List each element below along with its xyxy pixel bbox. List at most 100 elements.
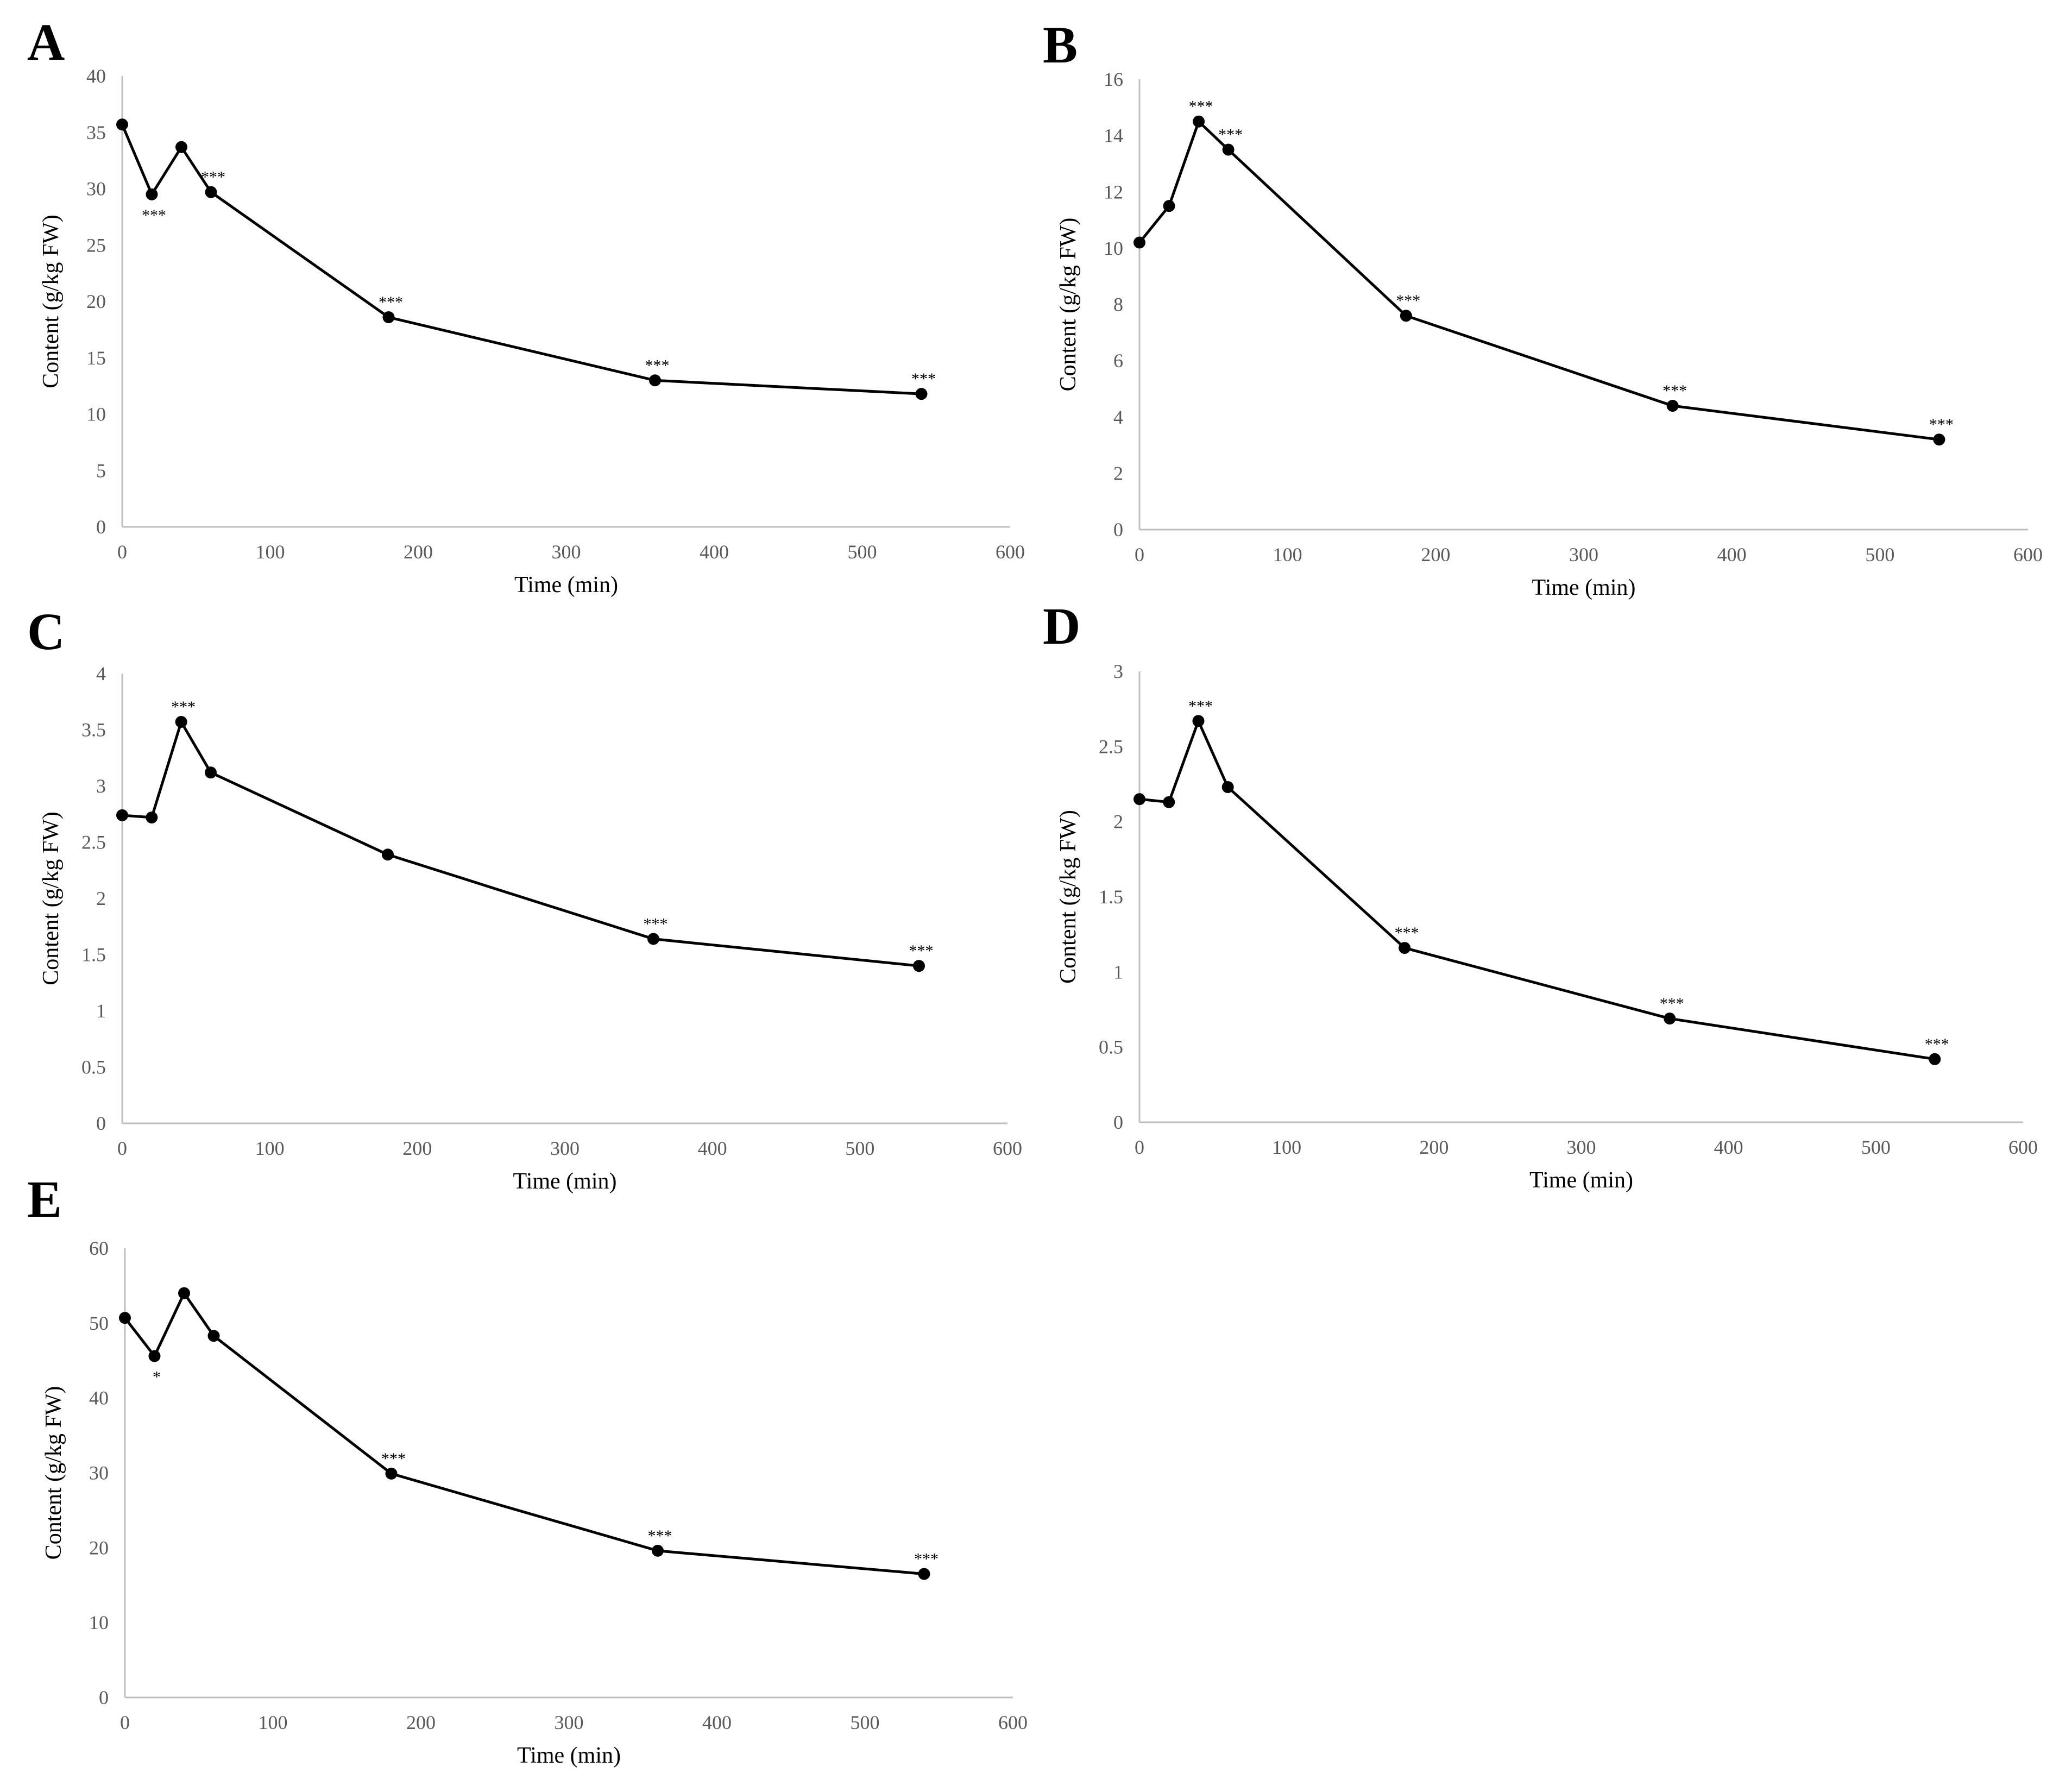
y-tick-label: 3 — [1113, 661, 1123, 682]
data-point — [205, 186, 217, 198]
data-point — [649, 374, 661, 387]
significance-label: *** — [1189, 98, 1213, 116]
x-tick-label: 300 — [552, 541, 581, 563]
y-tick-label: 0 — [99, 1687, 109, 1708]
panel-letter-d: D — [1043, 597, 1080, 655]
y-axis-title: Content (g/kg FW) — [1056, 810, 1081, 984]
y-tick-label: 12 — [1104, 181, 1123, 203]
x-tick-label: 600 — [993, 1137, 1022, 1159]
data-point — [1400, 310, 1412, 322]
x-tick-label: 300 — [550, 1137, 580, 1159]
x-tick-label: 500 — [848, 541, 877, 563]
x-tick-label: 100 — [255, 1137, 285, 1159]
data-point — [175, 716, 187, 728]
data-point — [1193, 115, 1205, 128]
x-tick-label: 100 — [256, 541, 285, 563]
y-tick-label: 14 — [1104, 125, 1123, 147]
y-tick-label: 10 — [89, 1612, 109, 1633]
x-tick-label: 600 — [2008, 1136, 2038, 1158]
data-point — [116, 809, 128, 821]
data-point — [146, 188, 158, 200]
y-tick-label: 1.5 — [1099, 886, 1123, 908]
x-tick-label: 200 — [404, 541, 433, 563]
y-tick-label: 40 — [89, 1387, 109, 1409]
data-point — [1192, 715, 1205, 727]
x-tick-label: 200 — [402, 1137, 432, 1159]
series-line — [1139, 717, 1935, 1061]
data-point — [382, 848, 394, 861]
x-tick-label: 0 — [1135, 1136, 1144, 1158]
y-tick-label: 2 — [1113, 811, 1123, 833]
x-tick-label: 300 — [555, 1712, 584, 1733]
y-tick-label: 2 — [96, 888, 106, 909]
x-tick-label: 600 — [2013, 544, 2043, 565]
y-tick-label: 6 — [1113, 350, 1123, 372]
data-point — [1221, 781, 1234, 794]
x-axis-title: Time (min) — [514, 573, 618, 598]
data-point — [913, 960, 925, 972]
panel-d: D 0 0.5 1 1.5 2 2.5 3 0 100 200 300 400 500 600 Time (m… — [1043, 597, 2038, 1193]
y-tick-label: 15 — [86, 347, 106, 369]
data-point — [1133, 793, 1145, 806]
significance-label: * — [153, 1368, 161, 1386]
x-tick-label: 200 — [406, 1712, 436, 1733]
x-tick-label: 100 — [1272, 1136, 1301, 1158]
data-point — [146, 811, 158, 823]
data-point — [1933, 433, 1945, 446]
x-tick-label: 500 — [845, 1137, 874, 1159]
data-point — [915, 388, 928, 400]
data-point — [652, 1544, 664, 1557]
panel-c: C 0 0.5 1 1.5 2 2.5 3 3.5 4 0 100 200 300 400 500 600 Tim… — [27, 602, 1022, 1194]
y-tick-label: 0 — [1113, 519, 1123, 540]
x-tick-label: 400 — [1717, 544, 1747, 565]
x-tick-label: 400 — [700, 541, 729, 563]
y-tick-label: 8 — [1113, 294, 1123, 316]
series-line — [124, 1290, 924, 1576]
y-tick-label: 60 — [89, 1237, 109, 1259]
y-tick-label: 0 — [96, 1112, 106, 1134]
y-axis-title: Content (g/kg FW) — [39, 215, 64, 388]
data-point — [1163, 796, 1175, 808]
significance-label: *** — [1929, 416, 1954, 433]
panel-letter-e: E — [27, 1170, 62, 1228]
data-point — [385, 1467, 398, 1480]
y-tick-label: 0.5 — [1099, 1036, 1123, 1058]
x-tick-label: 100 — [1273, 544, 1302, 565]
x-tick-label: 0 — [117, 541, 127, 563]
x-tick-label: 200 — [1421, 544, 1450, 565]
panel-b: B 0 2 4 6 8 10 12 14 16 0 100 200 300 400 500 600 Time (m… — [1043, 16, 2043, 600]
data-point — [1399, 942, 1411, 954]
data-point — [1222, 143, 1235, 156]
y-tick-label: 5 — [96, 460, 106, 481]
data-point — [918, 1568, 930, 1580]
significance-label: *** — [1396, 292, 1420, 310]
x-tick-label: 400 — [1714, 1136, 1743, 1158]
x-tick-label: 500 — [851, 1712, 880, 1733]
significance-label: *** — [381, 1450, 406, 1468]
x-tick-label: 100 — [259, 1712, 288, 1733]
data-point — [207, 1330, 220, 1342]
x-axis-title: Time (min) — [1532, 575, 1636, 600]
y-tick-label: 2 — [1113, 462, 1123, 484]
x-tick-label: 400 — [702, 1712, 732, 1733]
significance-label: *** — [648, 1527, 672, 1545]
x-tick-label: 0 — [1135, 544, 1144, 565]
y-tick-label: 2.5 — [1099, 735, 1123, 757]
significance-label: *** — [909, 942, 934, 960]
series-line — [121, 124, 922, 395]
significance-label: *** — [379, 293, 403, 311]
x-tick-label: 600 — [998, 1712, 1028, 1733]
significance-label: *** — [1395, 924, 1419, 942]
significance-label: *** — [201, 168, 225, 186]
y-tick-label: 1 — [96, 1000, 106, 1022]
y-tick-label: 0.5 — [81, 1057, 106, 1078]
x-axis-title: Time (min) — [513, 1169, 617, 1194]
y-tick-label: 20 — [89, 1537, 109, 1558]
x-tick-label: 0 — [120, 1712, 130, 1733]
series-line — [122, 718, 920, 967]
y-tick-label: 2.5 — [81, 832, 106, 853]
y-tick-label: 10 — [86, 404, 106, 425]
y-tick-label: 40 — [86, 65, 106, 87]
data-point — [119, 1312, 131, 1324]
